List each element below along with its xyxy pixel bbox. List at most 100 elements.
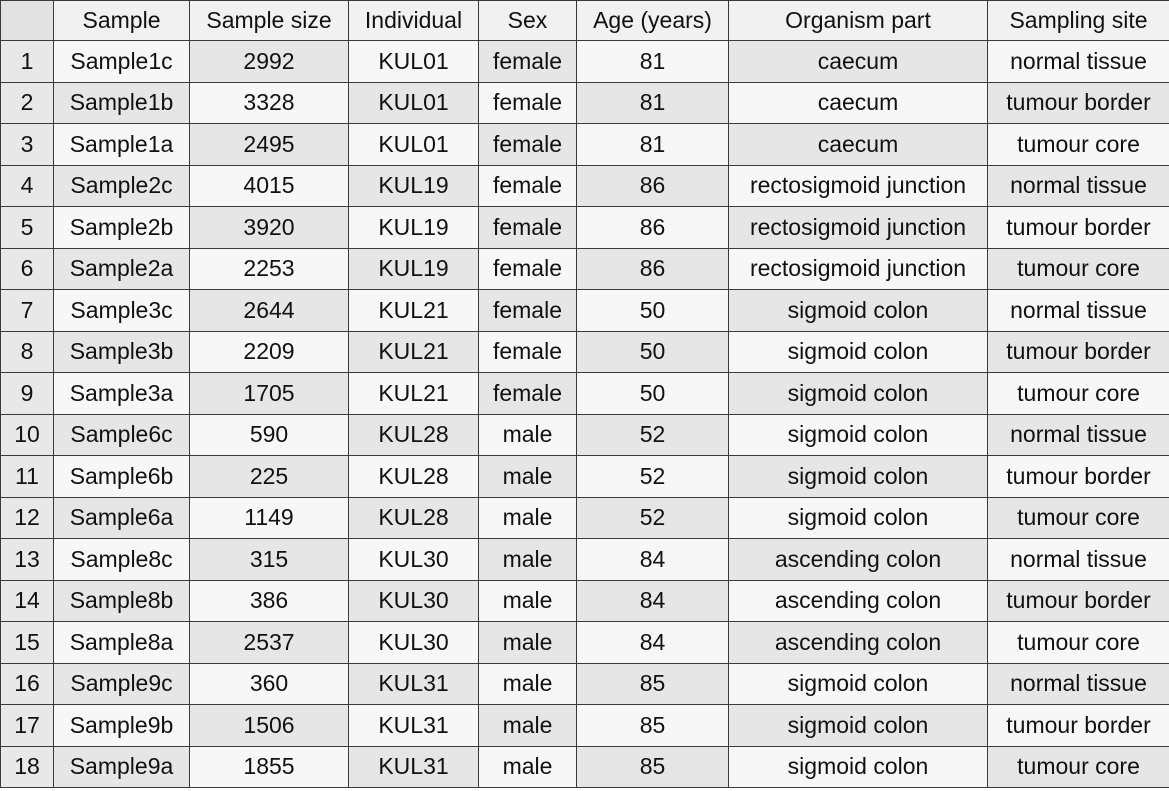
sampling-site-cell: tumour core bbox=[987, 496, 1169, 539]
sample-size-cell: 590 bbox=[189, 413, 349, 456]
sex-cell: female bbox=[478, 372, 577, 415]
age-cell: 81 bbox=[576, 40, 729, 83]
age-cell: 85 bbox=[576, 704, 729, 747]
row-index-cell: 7 bbox=[0, 289, 54, 332]
age-cell: 86 bbox=[576, 164, 729, 207]
sample-cell: Sample1b bbox=[53, 81, 190, 124]
table-row: 3 Sample1a 2495 KUL01 female 81 caecum tumour c… bbox=[0, 123, 1169, 166]
sampling-site-cell: normal tissue bbox=[987, 662, 1169, 705]
row-index-cell: 18 bbox=[0, 745, 54, 788]
individual-cell: KUL19 bbox=[348, 164, 479, 207]
sex-cell: male bbox=[478, 413, 577, 456]
row-index-cell: 17 bbox=[0, 704, 54, 747]
sample-cell: Sample8a bbox=[53, 621, 190, 664]
sample-size-cell: 360 bbox=[189, 662, 349, 705]
individual-cell: KUL31 bbox=[348, 745, 479, 788]
sample-cell: Sample1c bbox=[53, 40, 190, 83]
organism-part-cell: sigmoid colon bbox=[728, 455, 988, 498]
sample-cell: Sample3c bbox=[53, 289, 190, 332]
sex-cell: male bbox=[478, 579, 577, 622]
organism-part-cell: ascending colon bbox=[728, 538, 988, 581]
header-sample-size: Sample size bbox=[189, 0, 349, 41]
row-index-cell: 8 bbox=[0, 330, 54, 373]
sample-size-cell: 2209 bbox=[189, 330, 349, 373]
age-cell: 50 bbox=[576, 289, 729, 332]
sex-cell: female bbox=[478, 164, 577, 207]
sample-size-cell: 1855 bbox=[189, 745, 349, 788]
age-cell: 50 bbox=[576, 330, 729, 373]
row-index-cell: 15 bbox=[0, 621, 54, 664]
sample-size-cell: 225 bbox=[189, 455, 349, 498]
organism-part-cell: caecum bbox=[728, 81, 988, 124]
sample-cell: Sample3a bbox=[53, 372, 190, 415]
sex-cell: female bbox=[478, 289, 577, 332]
table-row: 12 Sample6a 1149 KUL28 male 52 sigmoid colon tu… bbox=[0, 496, 1169, 539]
sample-cell: Sample8c bbox=[53, 538, 190, 581]
sex-cell: female bbox=[478, 123, 577, 166]
sample-cell: Sample1a bbox=[53, 123, 190, 166]
sex-cell: male bbox=[478, 455, 577, 498]
age-cell: 85 bbox=[576, 745, 729, 788]
individual-cell: KUL30 bbox=[348, 579, 479, 622]
sample-size-cell: 3920 bbox=[189, 206, 349, 249]
age-cell: 52 bbox=[576, 413, 729, 456]
sample-cell: Sample2b bbox=[53, 206, 190, 249]
table-row: 13 Sample8c 315 KUL30 male 84 ascending colon n… bbox=[0, 538, 1169, 581]
sample-cell: Sample9b bbox=[53, 704, 190, 747]
sample-size-cell: 2644 bbox=[189, 289, 349, 332]
sample-size-cell: 2253 bbox=[189, 247, 349, 290]
table-row: 11 Sample6b 225 KUL28 male 52 sigmoid colon tum… bbox=[0, 455, 1169, 498]
organism-part-cell: sigmoid colon bbox=[728, 330, 988, 373]
organism-part-cell: sigmoid colon bbox=[728, 662, 988, 705]
sampling-site-cell: tumour core bbox=[987, 372, 1169, 415]
row-index-cell: 9 bbox=[0, 372, 54, 415]
row-index-cell: 11 bbox=[0, 455, 54, 498]
organism-part-cell: sigmoid colon bbox=[728, 289, 988, 332]
sample-cell: Sample9a bbox=[53, 745, 190, 788]
row-index-cell: 5 bbox=[0, 206, 54, 249]
sampling-site-cell: tumour border bbox=[987, 579, 1169, 622]
table-row: 2 Sample1b 3328 KUL01 female 81 caecum tumour b… bbox=[0, 81, 1169, 124]
sex-cell: male bbox=[478, 745, 577, 788]
row-index-cell: 4 bbox=[0, 164, 54, 207]
sample-size-cell: 2537 bbox=[189, 621, 349, 664]
sampling-site-cell: normal tissue bbox=[987, 289, 1169, 332]
header-individual: Individual bbox=[348, 0, 479, 41]
organism-part-cell: caecum bbox=[728, 123, 988, 166]
table-row: 10 Sample6c 590 KUL28 male 52 sigmoid colon nor… bbox=[0, 413, 1169, 456]
age-cell: 85 bbox=[576, 662, 729, 705]
individual-cell: KUL01 bbox=[348, 40, 479, 83]
individual-cell: KUL19 bbox=[348, 206, 479, 249]
sex-cell: male bbox=[478, 538, 577, 581]
row-index-cell: 6 bbox=[0, 247, 54, 290]
table-row: 8 Sample3b 2209 KUL21 female 50 sigmoid colon t… bbox=[0, 330, 1169, 373]
organism-part-cell: sigmoid colon bbox=[728, 413, 988, 456]
age-cell: 84 bbox=[576, 621, 729, 664]
organism-part-cell: rectosigmoid junction bbox=[728, 206, 988, 249]
age-cell: 50 bbox=[576, 372, 729, 415]
sampling-site-cell: tumour core bbox=[987, 621, 1169, 664]
individual-cell: KUL28 bbox=[348, 496, 479, 539]
row-index-cell: 16 bbox=[0, 662, 54, 705]
individual-cell: KUL30 bbox=[348, 538, 479, 581]
sample-size-cell: 1506 bbox=[189, 704, 349, 747]
age-cell: 86 bbox=[576, 206, 729, 249]
sampling-site-cell: tumour border bbox=[987, 206, 1169, 249]
table-row: 7 Sample3c 2644 KUL21 female 50 sigmoid colon n… bbox=[0, 289, 1169, 332]
organism-part-cell: sigmoid colon bbox=[728, 704, 988, 747]
sample-cell: Sample8b bbox=[53, 579, 190, 622]
sample-size-cell: 386 bbox=[189, 579, 349, 622]
sample-cell: Sample2c bbox=[53, 164, 190, 207]
table-row: 4 Sample2c 4015 KUL19 female 86 rectosigmoid j… bbox=[0, 164, 1169, 207]
sampling-site-cell: tumour border bbox=[987, 704, 1169, 747]
header-age: Age (years) bbox=[576, 0, 729, 41]
individual-cell: KUL28 bbox=[348, 455, 479, 498]
sample-cell: Sample3b bbox=[53, 330, 190, 373]
sample-cell: Sample6a bbox=[53, 496, 190, 539]
organism-part-cell: rectosigmoid junction bbox=[728, 164, 988, 207]
sex-cell: male bbox=[478, 621, 577, 664]
individual-cell: KUL28 bbox=[348, 413, 479, 456]
row-index-cell: 13 bbox=[0, 538, 54, 581]
sample-cell: Sample6b bbox=[53, 455, 190, 498]
individual-cell: KUL19 bbox=[348, 247, 479, 290]
